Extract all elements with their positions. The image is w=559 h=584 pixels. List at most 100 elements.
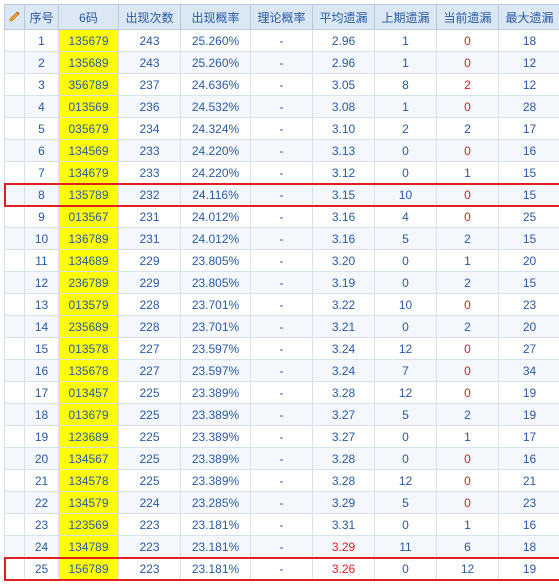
- cell-lastmiss: 7: [375, 360, 437, 382]
- cell-count: 231: [119, 228, 181, 250]
- cell-count: 232: [119, 184, 181, 206]
- table-row[interactable]: 1013678923124.012%-3.165215: [5, 228, 559, 250]
- col-prob[interactable]: 出现概率: [181, 5, 251, 30]
- cell-avgmiss: 3.13: [313, 140, 375, 162]
- cell-code: 135689: [59, 52, 119, 74]
- cell-maxmiss: 17: [499, 118, 559, 140]
- cell-maxmiss: 15: [499, 272, 559, 294]
- table-row[interactable]: 335678923724.636%-3.058212: [5, 74, 559, 96]
- cell-curmiss: 12: [437, 558, 499, 580]
- cell-code: 013569: [59, 96, 119, 118]
- cell-avgmiss: 3.15: [313, 184, 375, 206]
- cell-lastmiss: 1: [375, 52, 437, 74]
- cell-avgmiss: 3.22: [313, 294, 375, 316]
- table-row[interactable]: 1912368922523.389%-3.270117: [5, 426, 559, 448]
- table-row[interactable]: 1701345722523.389%-3.2812019: [5, 382, 559, 404]
- cell-count: 225: [119, 426, 181, 448]
- cell-prob: 23.701%: [181, 294, 251, 316]
- table-row[interactable]: 1301357922823.701%-3.2210023: [5, 294, 559, 316]
- cell-maxmiss: 15: [499, 162, 559, 184]
- table-row[interactable]: 813578923224.116%-3.1510015: [5, 184, 559, 206]
- cell-prob: 24.636%: [181, 74, 251, 96]
- edit-icon-header[interactable]: [5, 5, 25, 30]
- table-row[interactable]: 613456923324.220%-3.130016: [5, 140, 559, 162]
- cell-prob: 23.389%: [181, 404, 251, 426]
- cell-avgmiss: 3.26: [313, 558, 375, 580]
- cell-maxmiss: 20: [499, 250, 559, 272]
- cell-count: 223: [119, 558, 181, 580]
- table-row[interactable]: 113567924325.260%-2.961018: [5, 30, 559, 52]
- table-row[interactable]: 2213457922423.285%-3.295023: [5, 492, 559, 514]
- cell-code: 136789: [59, 228, 119, 250]
- cell-avgmiss: 3.20: [313, 250, 375, 272]
- cell-maxmiss: 19: [499, 404, 559, 426]
- col-avgmiss[interactable]: 平均遗漏: [313, 5, 375, 30]
- cell-curmiss: 2: [437, 272, 499, 294]
- table-row[interactable]: 1501357822723.597%-3.2412027: [5, 338, 559, 360]
- cell-avgmiss: 3.31: [313, 514, 375, 536]
- col-seq[interactable]: 序号: [25, 5, 59, 30]
- cell-prob: 24.324%: [181, 118, 251, 140]
- cell-theory: -: [251, 492, 313, 514]
- table-row[interactable]: 2113457822523.389%-3.2812021: [5, 470, 559, 492]
- cell-seq: 20: [25, 448, 59, 470]
- row-icon-cell: [5, 30, 25, 52]
- col-maxmiss[interactable]: 最大遗漏: [499, 5, 559, 30]
- table-row[interactable]: 2515678922323.181%-3.2601219: [5, 558, 559, 580]
- col-curmiss[interactable]: 当前遗漏: [437, 5, 499, 30]
- table-row[interactable]: 713467923324.220%-3.120115: [5, 162, 559, 184]
- cell-code: 236789: [59, 272, 119, 294]
- cell-maxmiss: 27: [499, 338, 559, 360]
- cell-curmiss: 0: [437, 96, 499, 118]
- cell-seq: 17: [25, 382, 59, 404]
- cell-curmiss: 0: [437, 492, 499, 514]
- col-theory[interactable]: 理论概率: [251, 5, 313, 30]
- table-row[interactable]: 1423568922823.701%-3.210220: [5, 316, 559, 338]
- cell-code: 135789: [59, 184, 119, 206]
- cell-curmiss: 0: [437, 382, 499, 404]
- col-code[interactable]: 6码: [59, 5, 119, 30]
- cell-theory: -: [251, 448, 313, 470]
- cell-theory: -: [251, 250, 313, 272]
- cell-theory: -: [251, 470, 313, 492]
- table-row[interactable]: 503567923424.324%-3.102217: [5, 118, 559, 140]
- cell-avgmiss: 3.29: [313, 492, 375, 514]
- col-lastmiss[interactable]: 上期遗漏: [375, 5, 437, 30]
- cell-seq: 18: [25, 404, 59, 426]
- row-icon-cell: [5, 272, 25, 294]
- cell-seq: 3: [25, 74, 59, 96]
- table-row[interactable]: 901356723124.012%-3.164025: [5, 206, 559, 228]
- cell-code: 135678: [59, 360, 119, 382]
- cell-theory: -: [251, 294, 313, 316]
- col-count[interactable]: 出现次数: [119, 5, 181, 30]
- cell-lastmiss: 0: [375, 448, 437, 470]
- table-row[interactable]: 1113468922923.805%-3.200120: [5, 250, 559, 272]
- cell-avgmiss: 3.28: [313, 470, 375, 492]
- table-row[interactable]: 401356923624.532%-3.081028: [5, 96, 559, 118]
- row-icon-cell: [5, 52, 25, 74]
- cell-theory: -: [251, 162, 313, 184]
- cell-count: 234: [119, 118, 181, 140]
- cell-maxmiss: 23: [499, 492, 559, 514]
- cell-seq: 1: [25, 30, 59, 52]
- cell-prob: 23.597%: [181, 360, 251, 382]
- row-icon-cell: [5, 360, 25, 382]
- table-row[interactable]: 1613567822723.597%-3.247034: [5, 360, 559, 382]
- table-row[interactable]: 1223678922923.805%-3.190215: [5, 272, 559, 294]
- row-icon-cell: [5, 514, 25, 536]
- cell-lastmiss: 5: [375, 228, 437, 250]
- cell-theory: -: [251, 272, 313, 294]
- cell-count: 233: [119, 162, 181, 184]
- cell-maxmiss: 18: [499, 30, 559, 52]
- row-icon-cell: [5, 140, 25, 162]
- cell-curmiss: 1: [437, 162, 499, 184]
- table-row[interactable]: 2013456722523.389%-3.280016: [5, 448, 559, 470]
- cell-seq: 10: [25, 228, 59, 250]
- cell-count: 224: [119, 492, 181, 514]
- table-row[interactable]: 2312356922323.181%-3.310116: [5, 514, 559, 536]
- cell-prob: 24.116%: [181, 184, 251, 206]
- cell-avgmiss: 2.96: [313, 30, 375, 52]
- row-icon-cell: [5, 206, 25, 228]
- table-row[interactable]: 213568924325.260%-2.961012: [5, 52, 559, 74]
- table-row[interactable]: 1801367922523.389%-3.275219: [5, 404, 559, 426]
